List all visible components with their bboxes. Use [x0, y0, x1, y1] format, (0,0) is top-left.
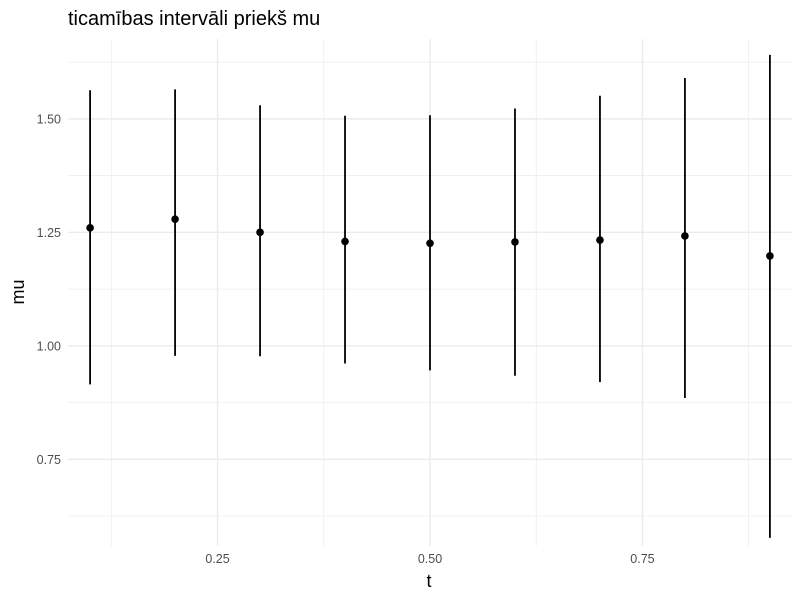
y-tick-label: 1.00 [37, 339, 61, 353]
data-point [596, 236, 604, 244]
data-point [426, 239, 434, 248]
y-axis-title: mu [8, 279, 28, 304]
data-point [681, 232, 689, 240]
y-tick-label: 1.50 [37, 112, 61, 126]
x-tick-labels: 0.25 0.50 0.75 [205, 552, 654, 566]
x-tick-label: 0.75 [630, 552, 654, 566]
x-tick-label: 0.25 [205, 552, 229, 566]
data-points [86, 215, 774, 260]
chart-title: ticamības intervāli priekš mu [68, 8, 320, 30]
x-tick-label: 0.50 [418, 552, 442, 566]
data-point [256, 228, 264, 237]
x-axis-title: t [426, 571, 431, 591]
data-point [511, 238, 519, 246]
data-point [86, 224, 94, 232]
y-tick-labels: 0.75 1.00 1.25 1.50 [37, 112, 61, 466]
data-point [766, 252, 774, 260]
y-tick-label: 0.75 [37, 453, 61, 467]
y-tick-label: 1.25 [37, 226, 61, 240]
data-point [171, 215, 179, 223]
data-point [341, 237, 349, 246]
